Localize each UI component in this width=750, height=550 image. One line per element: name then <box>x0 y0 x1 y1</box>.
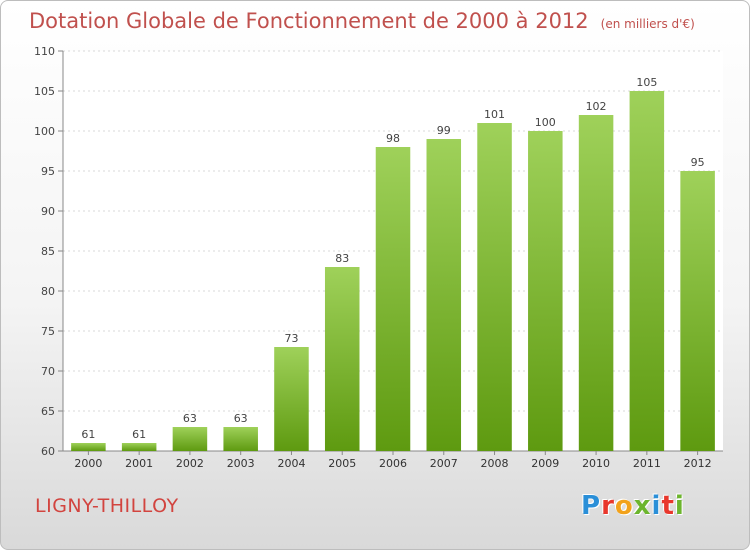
data-label-2007: 99 <box>437 124 451 137</box>
logo-letter: i <box>674 491 685 521</box>
bar-2012 <box>680 171 715 451</box>
bar-2010 <box>578 115 614 451</box>
bar-2007 <box>426 139 462 451</box>
y-tick-label: 100 <box>34 125 55 138</box>
x-tick-label-2009: 2009 <box>531 457 559 470</box>
y-tick-label: 85 <box>41 245 55 258</box>
x-tick-label-2008: 2008 <box>481 457 509 470</box>
y-tick-label: 95 <box>41 165 55 178</box>
y-tick-label: 70 <box>41 365 55 378</box>
chart-title-text: Dotation Globale de Fonctionnement de 20… <box>29 9 589 33</box>
bar-2011 <box>629 91 665 451</box>
x-tick-label-2012: 2012 <box>684 457 712 470</box>
logo-letter: o <box>614 491 634 521</box>
data-label-2005: 83 <box>335 252 349 265</box>
bar-2009 <box>528 131 563 451</box>
chart-title: Dotation Globale de Fonctionnement de 20… <box>29 9 695 33</box>
bar-2003 <box>223 427 258 451</box>
commune-name: LIGNY-THILLOY <box>35 495 179 517</box>
bar-2006 <box>375 147 411 451</box>
y-tick-label: 110 <box>34 45 55 58</box>
data-label-2012: 95 <box>691 156 705 169</box>
logo-letter: i <box>651 491 662 521</box>
y-tick-label: 65 <box>41 405 55 418</box>
y-tick-label: 90 <box>41 205 55 218</box>
logo-letter: r <box>601 491 615 521</box>
x-tick-label-2002: 2002 <box>176 457 204 470</box>
x-tick-label-2000: 2000 <box>74 457 102 470</box>
x-tick-label-2007: 2007 <box>430 457 458 470</box>
x-tick-label-2004: 2004 <box>277 457 305 470</box>
data-label-2009: 100 <box>535 116 556 129</box>
data-label-2000: 61 <box>81 428 95 441</box>
logo-letter: t <box>661 491 675 521</box>
bar-2002 <box>172 427 208 451</box>
data-label-2011: 105 <box>636 76 657 89</box>
data-label-2002: 63 <box>183 412 197 425</box>
x-tick-label-2006: 2006 <box>379 457 407 470</box>
logo-letter: P <box>581 491 602 521</box>
y-tick-label: 60 <box>41 445 55 458</box>
proxiti-logo: Proxiti <box>581 491 685 521</box>
data-label-2008: 101 <box>484 108 505 121</box>
bar-2004 <box>274 347 309 451</box>
data-label-2003: 63 <box>234 412 248 425</box>
logo-letter: x <box>633 491 652 521</box>
data-label-2010: 102 <box>586 100 607 113</box>
data-label-2006: 98 <box>386 132 400 145</box>
data-label-2004: 73 <box>284 332 298 345</box>
bar-2008 <box>477 123 512 451</box>
y-tick-label: 80 <box>41 285 55 298</box>
bar-2000 <box>71 443 106 451</box>
x-tick-label-2001: 2001 <box>125 457 153 470</box>
bar-2005 <box>324 267 360 451</box>
x-tick-label-2011: 2011 <box>633 457 661 470</box>
x-tick-label-2010: 2010 <box>582 457 610 470</box>
y-tick-label: 105 <box>34 85 55 98</box>
y-tick-label: 75 <box>41 325 55 338</box>
chart-subtitle: (en milliers d'€) <box>600 17 695 31</box>
bar-2001 <box>121 443 157 451</box>
data-label-2001: 61 <box>132 428 146 441</box>
x-tick-label-2005: 2005 <box>328 457 356 470</box>
x-tick-label-2003: 2003 <box>227 457 255 470</box>
